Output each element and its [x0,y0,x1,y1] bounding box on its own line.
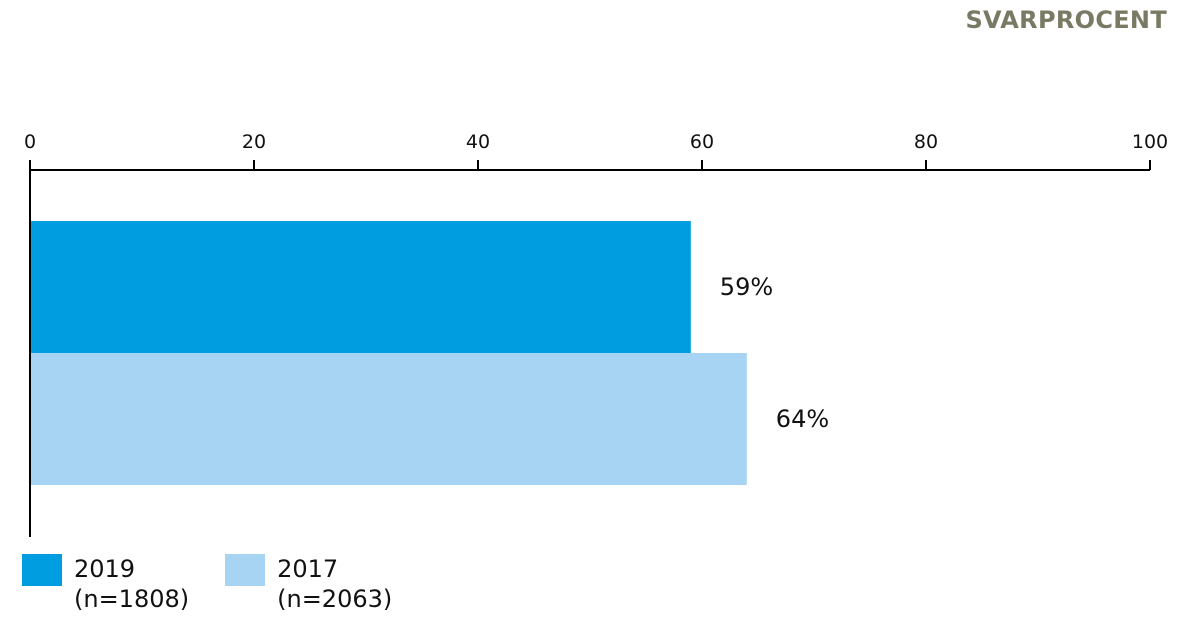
x-tick-label-100: 100 [1132,131,1168,153]
x-tick-label-80: 80 [914,131,938,153]
legend: 2019 (n=1808) 2017 (n=2063) [22,554,392,614]
legend-label-2019: 2019 (n=1808) [74,554,189,614]
legend-swatch-2017 [225,554,266,586]
bar-2019 [30,221,691,353]
legend-label-2017: 2017 (n=2063) [277,554,392,614]
legend-swatch-2019 [22,554,62,586]
legend-year-2017: 2017 [277,555,339,583]
x-tick-label-60: 60 [690,131,714,153]
legend-item-2017: 2017 (n=2063) [225,554,392,614]
legend-n-2017: (n=2063) [277,585,393,613]
chart-title: SVARPROCENT [965,6,1167,34]
legend-year-2019: 2019 [74,555,136,583]
bar-2017 [30,353,747,485]
legend-item-2019: 2019 (n=1808) [22,554,189,614]
x-tick-label-20: 20 [242,131,266,153]
data-label-2017: 64% [776,405,829,433]
legend-n-2019: (n=1808) [74,585,190,613]
x-tick-label-0: 0 [24,131,36,153]
data-label-2019: 59% [720,273,773,301]
x-tick-label-40: 40 [466,131,490,153]
